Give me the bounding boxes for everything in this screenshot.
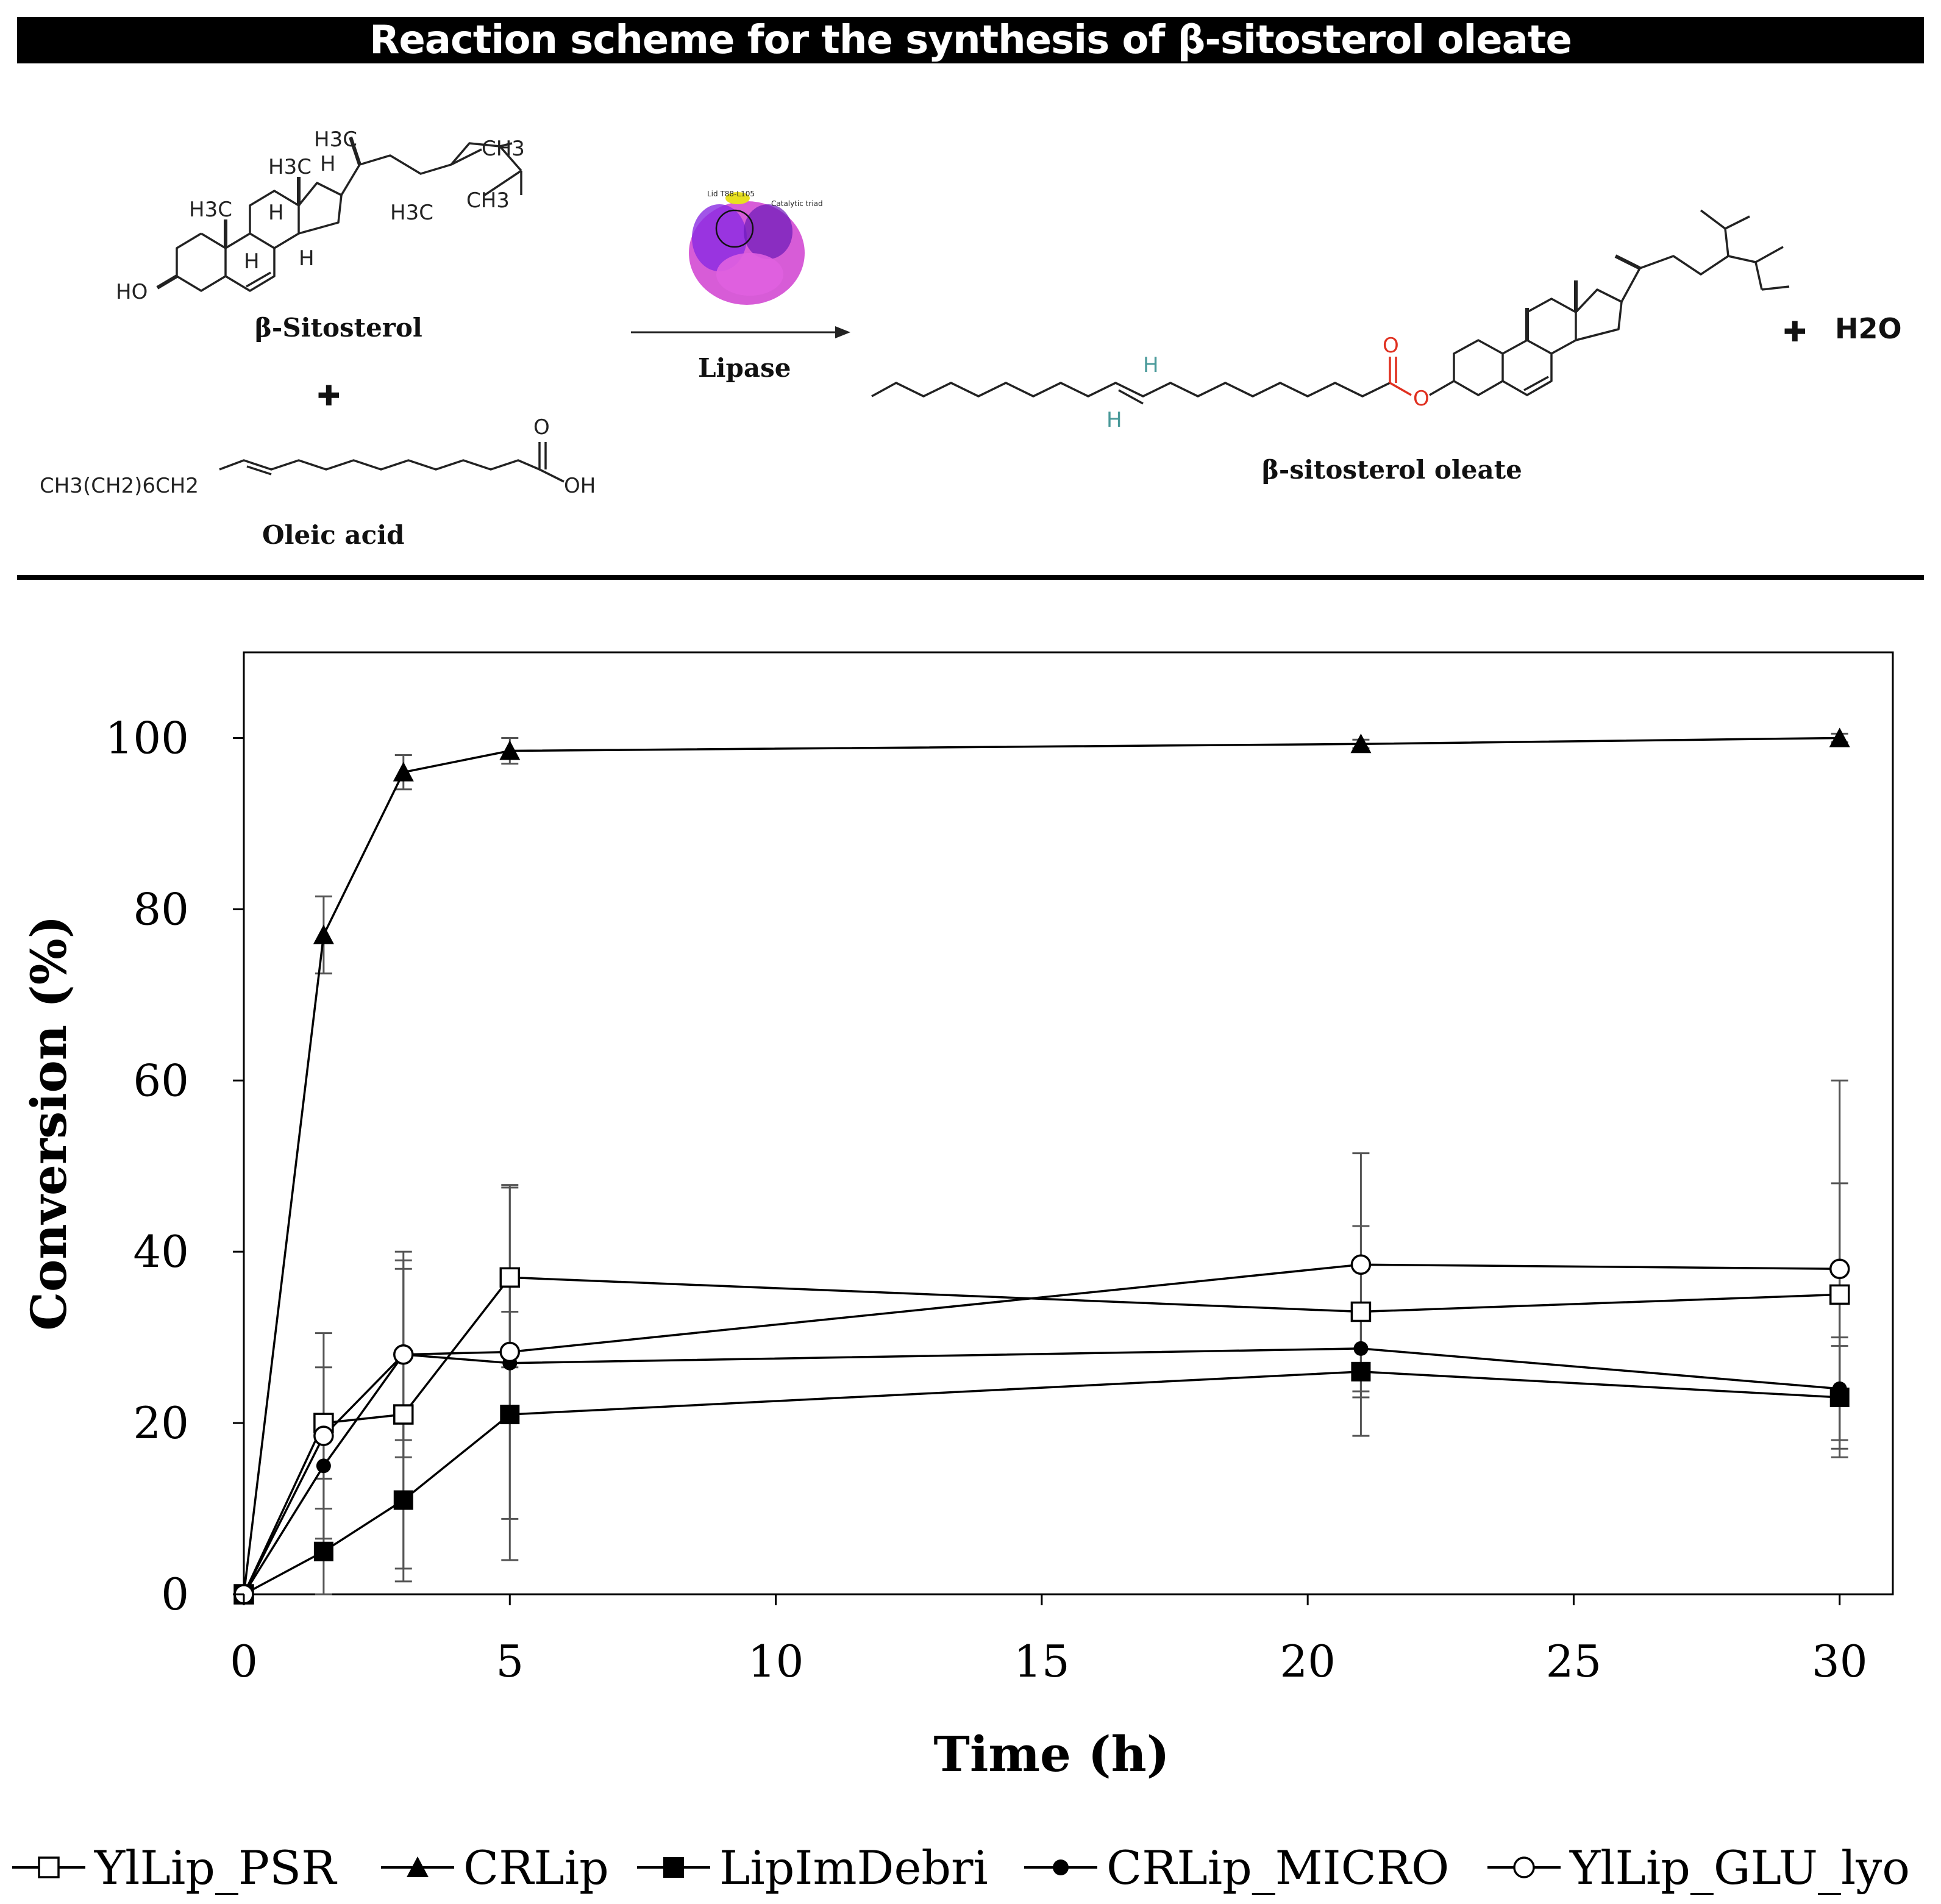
- lipase-enzyme-illustration: Lid T88-L105 Catalytic triad: [689, 190, 823, 305]
- data-point-yllip-glu-lyo: [393, 1344, 414, 1365]
- legend-marker-crlip-micro: [1053, 1859, 1069, 1875]
- atom-h-a: H: [320, 152, 336, 176]
- series-lines: [243, 736, 1840, 1596]
- data-point-yllip-psr: [1829, 1284, 1850, 1305]
- data-point-crlip: [1350, 733, 1372, 754]
- data-point-crlip-micro: [1353, 1341, 1369, 1356]
- atom-oh: OH: [564, 474, 596, 498]
- axis-ticks: 0 5 10 15 20 25 30 0 20 40 60 80 100: [105, 712, 1868, 1687]
- plus-sign-1: ✚: [317, 379, 341, 412]
- data-point-lipimdebri: [313, 1541, 333, 1561]
- x-tick-label: 15: [1014, 1636, 1070, 1687]
- x-axis-label: Time (h): [933, 1725, 1169, 1783]
- atom-h-d: H: [299, 246, 315, 271]
- series-markers: [233, 727, 1850, 1605]
- y-axis-label: Conversion (%): [20, 915, 77, 1330]
- atom-h3c-d: H3C: [390, 201, 433, 225]
- reactant2-name: Oleic acid: [262, 520, 405, 550]
- atom-o-ester: O: [1413, 387, 1430, 411]
- atom-ho: HO: [116, 280, 148, 304]
- series-line-yllip-glu-lyo: [243, 1263, 1840, 1595]
- legend-label-yllip-psr: YlLip_PSR: [94, 1841, 338, 1895]
- atom-h-b: H: [268, 201, 284, 225]
- data-point-yllip-psr: [1350, 1301, 1372, 1322]
- oleic-acid-structure: [219, 442, 564, 483]
- atom-h-trans-b: H: [1106, 408, 1122, 432]
- series-line-crlip-micro: [243, 1347, 1840, 1595]
- data-point-crlip: [499, 740, 521, 760]
- legend: YlLip_PSR CRLip LipImDebri CRLip_MICRO YlLip…: [12, 1841, 1910, 1895]
- atom-h-c: H: [244, 249, 260, 274]
- x-tick-label: 5: [496, 1636, 524, 1687]
- data-point-crlip-micro: [316, 1458, 331, 1474]
- data-point-lipimdebri: [393, 1490, 413, 1510]
- y-tick-label: 60: [133, 1055, 189, 1106]
- series-line-yllip-psr: [243, 1276, 1840, 1595]
- data-point-yllip-glu-lyo: [499, 1341, 521, 1363]
- series-line-lipimdebri: [243, 1371, 1840, 1596]
- atom-h3c-a: H3C: [189, 198, 232, 222]
- y-tick-label: 100: [105, 712, 189, 763]
- x-tick-label: 10: [748, 1636, 804, 1687]
- section-separator: [17, 575, 1924, 580]
- legend-label-yllip-glu-lyo: YlLip_GLU_lyo: [1569, 1841, 1910, 1895]
- atom-ch3-a: CH3: [482, 137, 525, 161]
- y-tick-label: 20: [133, 1397, 189, 1449]
- enzyme-lid-label: Lid T88-L105: [707, 190, 755, 198]
- x-tick-label: 25: [1546, 1636, 1602, 1687]
- legend-label-lipimdebri: LipImDebri: [719, 1841, 988, 1895]
- legend-marker-yllip-glu-lyo: [1513, 1856, 1535, 1878]
- atom-h3c-c: H3C: [314, 127, 357, 152]
- data-point-lipimdebri: [500, 1405, 520, 1425]
- data-point-yllip-glu-lyo: [1829, 1258, 1850, 1280]
- atom-ch3-b: CH3: [466, 188, 510, 213]
- data-point-crlip: [313, 924, 334, 944]
- banner-title: Reaction scheme for the synthesis of β-s…: [369, 18, 1572, 63]
- legend-label-crlip: CRLip: [463, 1841, 609, 1895]
- legend-marker-lipimdebri: [663, 1857, 684, 1878]
- y-tick-label: 40: [133, 1226, 189, 1277]
- oleic-formula-prefix: CH3(CH2)6CH2: [40, 474, 199, 498]
- legend-marker-crlip: [407, 1856, 429, 1877]
- reaction-scheme: Lid T88-L105 Catalytic triad HO H3C H3C …: [40, 127, 1902, 550]
- enzyme-triad-label: Catalytic triad: [771, 199, 823, 208]
- data-point-yllip-glu-lyo: [313, 1425, 334, 1446]
- atom-o-ester-carbonyl: O: [1383, 333, 1399, 358]
- data-point-yllip-glu-lyo: [1350, 1254, 1372, 1275]
- legend-label-crlip-micro: CRLip_MICRO: [1106, 1841, 1449, 1895]
- conversion-chart: 0 5 10 15 20 25 30 0 20 40 60 80 100 Time (h) Conver…: [12, 651, 1910, 1895]
- y-tick-label: 80: [133, 883, 189, 935]
- legend-marker-yllip-psr: [38, 1856, 60, 1878]
- sitosterol-structure: [156, 137, 522, 292]
- plus-sign-2: ✚: [1783, 315, 1807, 348]
- product-name: β-sitosterol oleate: [1262, 455, 1522, 485]
- title-banner: Reaction scheme for the synthesis of β-s…: [17, 17, 1924, 63]
- atom-h3c-b: H3C: [268, 155, 312, 179]
- enzyme-label: Lipase: [698, 353, 791, 383]
- data-point-yllip-psr: [499, 1267, 521, 1288]
- data-point-lipimdebri: [1351, 1361, 1371, 1382]
- data-point-crlip: [393, 761, 414, 782]
- atom-o-acid: O: [533, 415, 550, 440]
- x-tick-label: 20: [1280, 1636, 1336, 1687]
- y-tick-label: 0: [161, 1569, 189, 1620]
- error-bars: [315, 732, 1848, 1596]
- byproduct-water: H2O: [1835, 312, 1902, 345]
- reactant1-name: β-Sitosterol: [255, 313, 422, 343]
- data-point-yllip-psr: [393, 1404, 414, 1425]
- data-point-crlip: [1829, 727, 1850, 747]
- series-line-crlip: [243, 736, 1840, 1595]
- x-tick-label: 0: [230, 1636, 258, 1687]
- plot-frame: [243, 651, 1894, 1596]
- product-structure: [871, 209, 1790, 405]
- x-tick-label: 30: [1812, 1636, 1868, 1687]
- atom-h-trans-a: H: [1143, 353, 1159, 377]
- data-point-crlip-micro: [1832, 1381, 1847, 1396]
